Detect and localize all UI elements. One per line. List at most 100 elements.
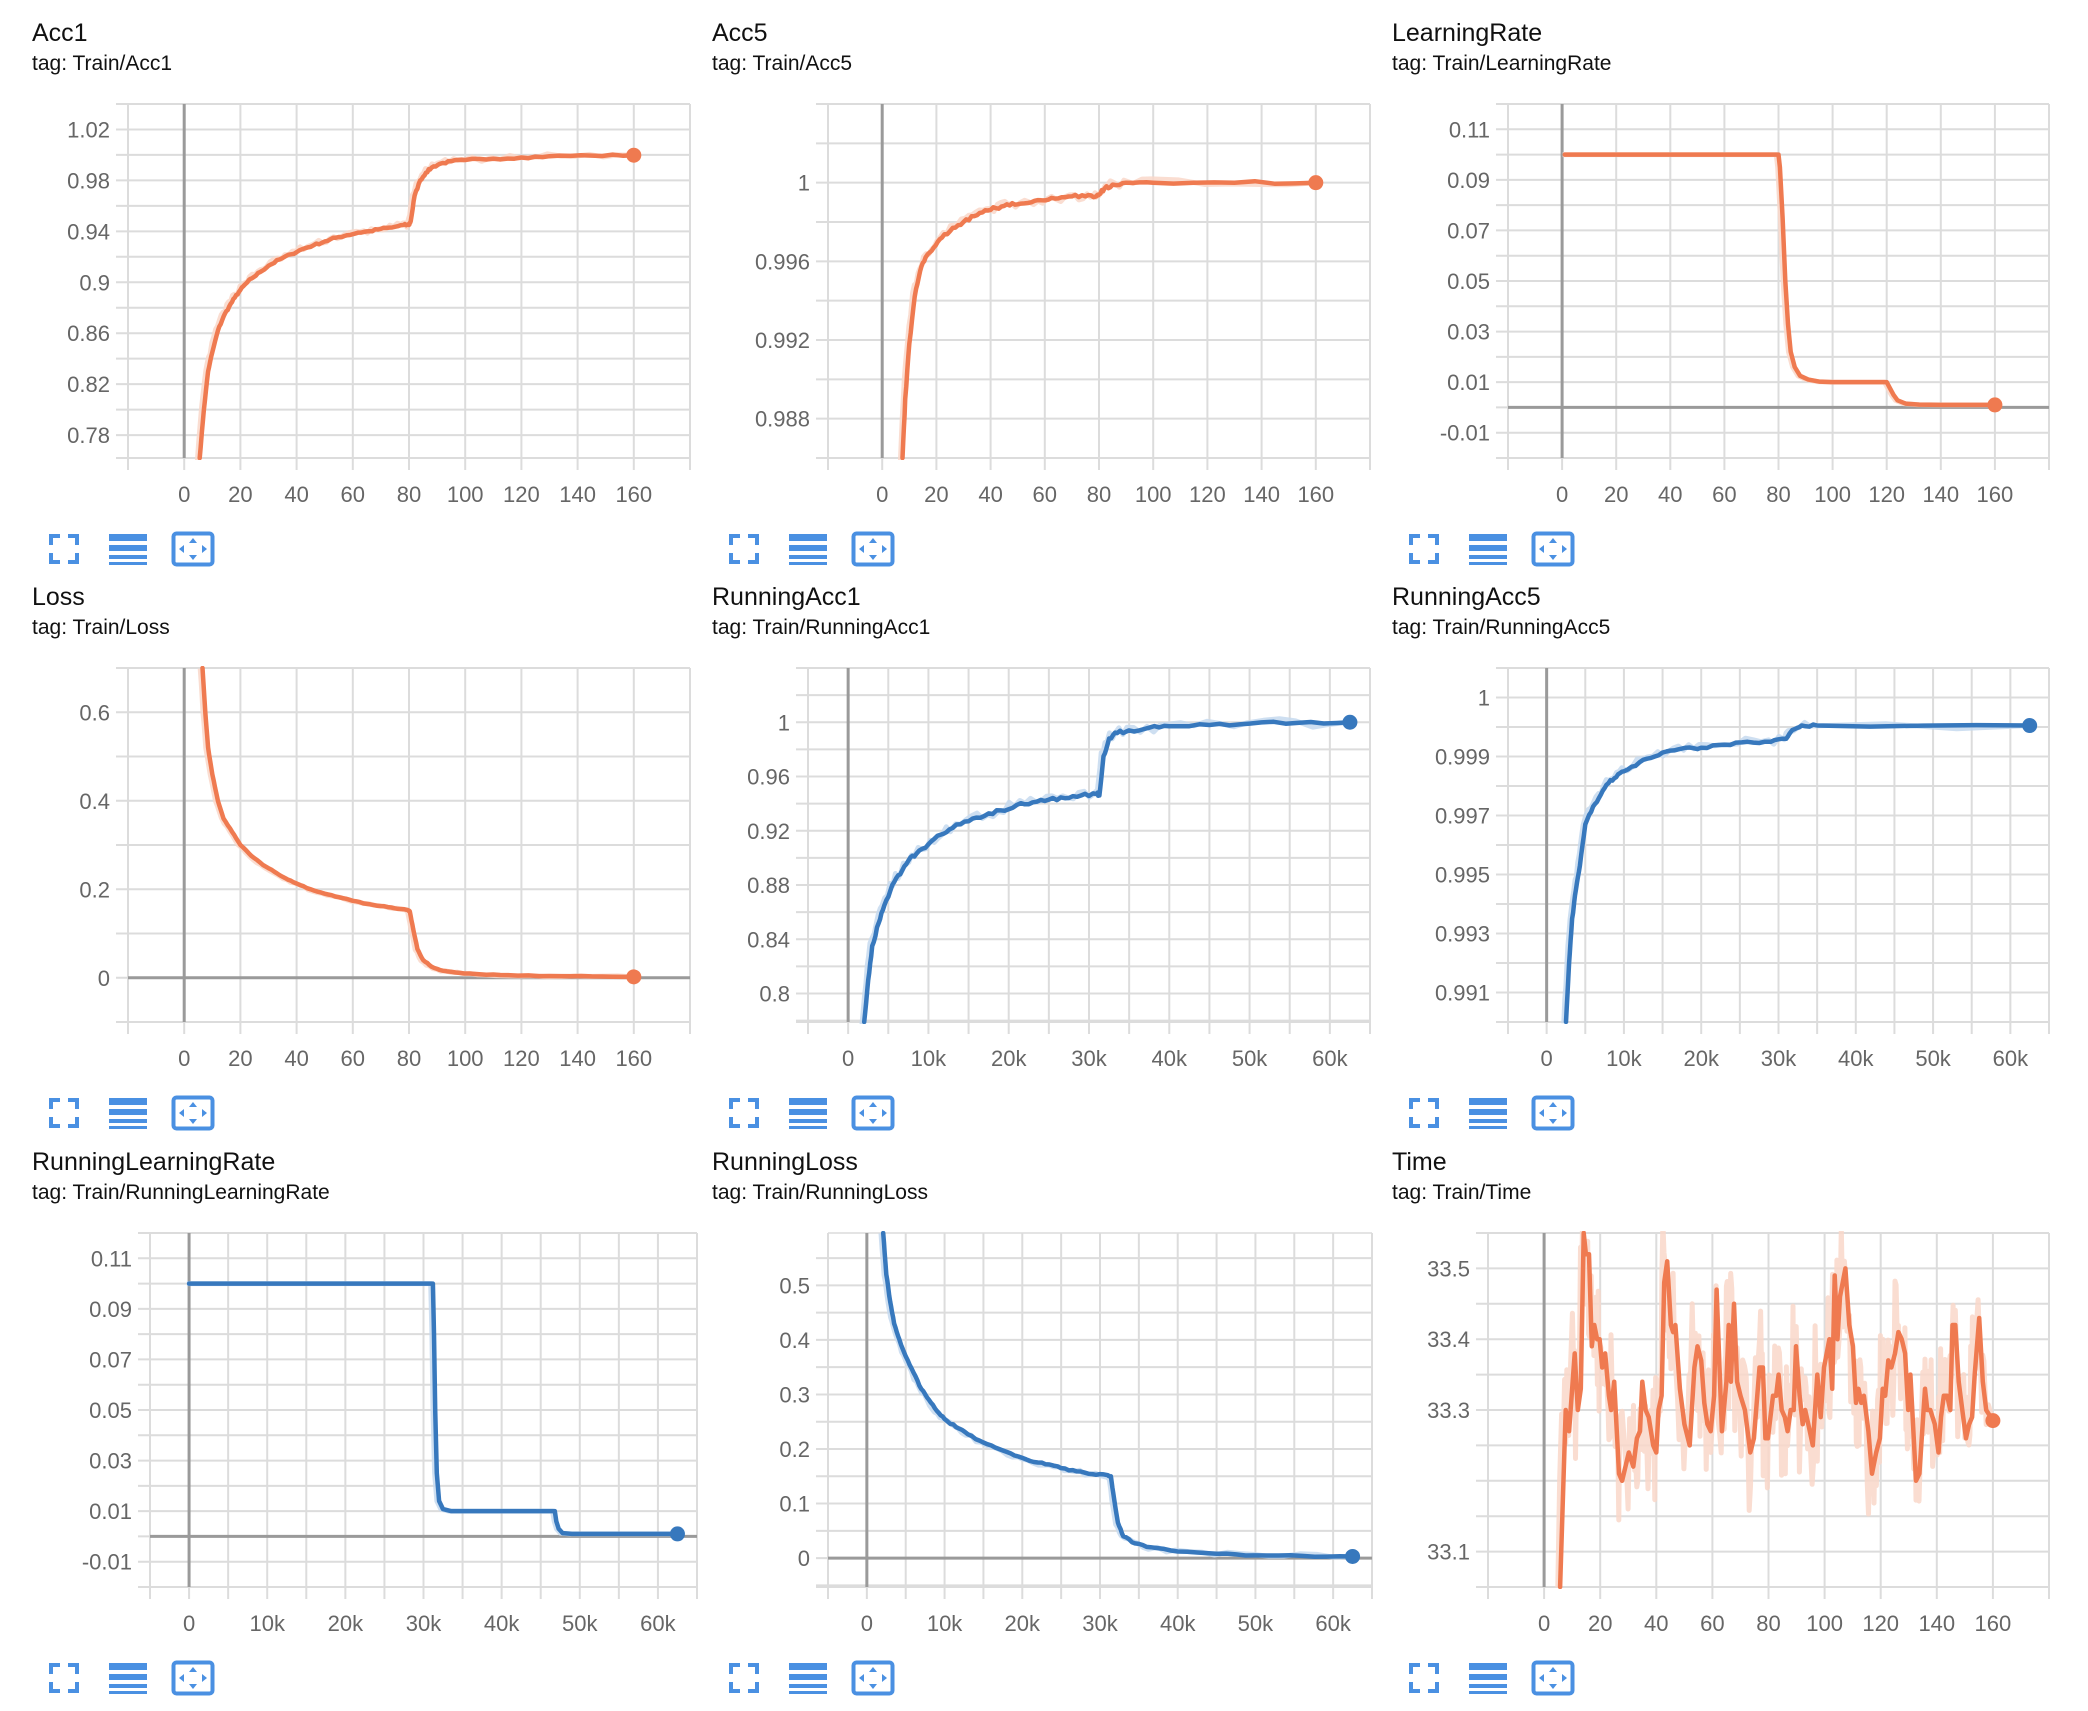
- fit-domain-button[interactable]: [851, 526, 895, 572]
- fullscreen-button[interactable]: [49, 1655, 79, 1701]
- x-tick-label: 50k: [1238, 1611, 1274, 1636]
- chart-plot[interactable]: 0 20 40 60 80 100 120 140 160 1.02 0.98 0.94 0.9 0.86…: [32, 18, 722, 518]
- chart-title: Acc1: [32, 19, 88, 47]
- fullscreen-button[interactable]: [1409, 1655, 1439, 1701]
- chart-plot[interactable]: 0 10k 20k 30k 40k 50k 60k 1 0.999 0.997 0.995 0.993…: [1392, 582, 2082, 1082]
- x-tick-label: 10k: [911, 1046, 947, 1071]
- fullscreen-icon: [49, 534, 79, 564]
- y-tick-label: 33.4: [1427, 1327, 1470, 1352]
- y-tick-label: 1.02: [67, 117, 110, 142]
- x-tick-label: 140: [1918, 1611, 1955, 1636]
- x-tick-label: 0: [876, 482, 888, 507]
- grid-lines: [816, 1232, 1373, 1599]
- chart-plot[interactable]: 0 10k 20k 30k 40k 50k 60k 1 0.96 0.92 0.88 0.84 0.8: [712, 582, 1402, 1082]
- y-tick-label: 0.09: [1447, 168, 1490, 193]
- fullscreen-button[interactable]: [729, 526, 759, 572]
- y-tick-label: 0.5: [779, 1273, 810, 1298]
- last-point-marker[interactable]: [1342, 714, 1358, 730]
- toggle-y-log-button[interactable]: [1469, 1655, 1507, 1701]
- y-tick-label: 33.5: [1427, 1256, 1470, 1281]
- toggle-y-log-button[interactable]: [1469, 1090, 1507, 1136]
- fullscreen-button[interactable]: [1409, 1090, 1439, 1136]
- fit-domain-button[interactable]: [851, 1090, 895, 1136]
- last-point-marker[interactable]: [1345, 1548, 1361, 1564]
- fullscreen-icon: [1409, 534, 1439, 564]
- smoothed-series-line[interactable]: [900, 178, 1319, 460]
- fit-domain-icon: [171, 531, 215, 567]
- last-point-marker[interactable]: [626, 147, 642, 163]
- x-tick-label: 50k: [1915, 1046, 1951, 1071]
- smoothed-series-line[interactable]: [186, 1281, 680, 1537]
- fullscreen-button[interactable]: [729, 1090, 759, 1136]
- fit-domain-button[interactable]: [1531, 1655, 1575, 1701]
- y-tick-label: 0.6: [79, 700, 110, 725]
- fullscreen-button[interactable]: [729, 1655, 759, 1701]
- chart-plot[interactable]: 0 20 40 60 80 100 120 140 160 0.6 0.4 0.2 0: [32, 582, 722, 1082]
- x-tick-label: 140: [559, 1046, 596, 1071]
- y-tick-label: 0.94: [67, 219, 110, 244]
- toggle-y-log-button[interactable]: [109, 526, 147, 572]
- fit-domain-icon: [851, 1095, 895, 1131]
- x-tick-label: 140: [1922, 482, 1959, 507]
- smoothed-series-line[interactable]: [200, 666, 637, 980]
- last-point-marker[interactable]: [669, 1526, 685, 1542]
- last-point-marker[interactable]: [1308, 175, 1324, 191]
- smoothed-series-line[interactable]: [880, 1231, 1355, 1560]
- toggle-y-log-button[interactable]: [109, 1090, 147, 1136]
- x-tick-label: 120: [503, 482, 540, 507]
- grid-lines: [1496, 103, 2050, 470]
- fit-domain-button[interactable]: [851, 1655, 895, 1701]
- x-tick-label: 30k: [1071, 1046, 1107, 1071]
- x-tick-label: 30k: [1761, 1046, 1797, 1071]
- y-tick-label: 0: [98, 966, 110, 991]
- chart-tag: tag: Train/Acc5: [712, 52, 853, 75]
- x-tick-label: 0: [178, 482, 190, 507]
- fullscreen-button[interactable]: [49, 526, 79, 572]
- fit-domain-button[interactable]: [1531, 526, 1575, 572]
- toggle-y-log-button[interactable]: [1469, 526, 1507, 572]
- smoothed-series-line[interactable]: [1557, 1231, 1996, 1589]
- fit-domain-icon: [1531, 531, 1575, 567]
- y-tick-label: 0.999: [1435, 745, 1490, 770]
- chart-plot[interactable]: 0 20 40 60 80 100 120 140 160 0.11 0.09 0.07 0.05 0.0…: [1392, 18, 2082, 518]
- smoothed-series-line[interactable]: [861, 719, 1353, 1024]
- smoothed-series-line[interactable]: [1562, 152, 1998, 408]
- chart-plot[interactable]: 0 10k 20k 30k 40k 50k 60k 0.5 0.4 0.3 0.2 0.1 0: [712, 1147, 1402, 1647]
- toggle-y-log-button[interactable]: [789, 1655, 827, 1701]
- chart-plot[interactable]: 0 20 40 60 80 100 120 140 160 1 0.996 0.992 0.988: [712, 18, 1402, 518]
- x-tick-label: 20: [1604, 482, 1628, 507]
- y-tick-label: 0.997: [1435, 804, 1490, 829]
- fit-domain-icon: [851, 1660, 895, 1696]
- fit-domain-button[interactable]: [171, 526, 215, 572]
- chart-action-icons: [32, 1655, 272, 1701]
- x-tick-label: 100: [1806, 1611, 1843, 1636]
- last-point-marker[interactable]: [1985, 1413, 2001, 1429]
- y-tick-label: 0.03: [1447, 320, 1490, 345]
- x-tick-label: 60: [341, 482, 365, 507]
- y-tick-label: 0.3: [779, 1382, 810, 1407]
- smoothed-series-line[interactable]: [197, 152, 637, 460]
- fullscreen-button[interactable]: [49, 1090, 79, 1136]
- list-lines-icon: [1469, 1098, 1507, 1129]
- x-tick-label: 60: [341, 1046, 365, 1071]
- chart-plot[interactable]: 0 10k 20k 30k 40k 50k 60k 0.11 0.09 0.07 0.05 0.03 0…: [32, 1147, 722, 1647]
- fullscreen-button[interactable]: [1409, 526, 1439, 572]
- chart-plot[interactable]: 0 20 40 60 80 100 120 140 160 33.5 33.4 33.3 33.1: [1392, 1147, 2082, 1647]
- last-point-marker[interactable]: [1987, 397, 2003, 413]
- toggle-y-log-button[interactable]: [109, 1655, 147, 1701]
- smoothed-series-line[interactable]: [1563, 722, 2032, 1024]
- chart-card-learningrate: LearningRate tag: Train/LearningRate 0 20…: [1392, 18, 2072, 582]
- last-point-marker[interactable]: [2022, 718, 2038, 734]
- y-tick-label: 1: [778, 710, 790, 735]
- fit-domain-button[interactable]: [171, 1655, 215, 1701]
- last-point-marker[interactable]: [626, 969, 642, 985]
- x-tick-label: 140: [559, 482, 596, 507]
- x-tick-label: 20: [228, 482, 252, 507]
- toggle-y-log-button[interactable]: [789, 526, 827, 572]
- toggle-y-log-button[interactable]: [789, 1090, 827, 1136]
- fit-domain-button[interactable]: [171, 1090, 215, 1136]
- fit-domain-button[interactable]: [1531, 1090, 1575, 1136]
- x-tick-label: 120: [503, 1046, 540, 1071]
- fullscreen-icon: [729, 1098, 759, 1128]
- y-tick-label: 0.01: [1447, 370, 1490, 395]
